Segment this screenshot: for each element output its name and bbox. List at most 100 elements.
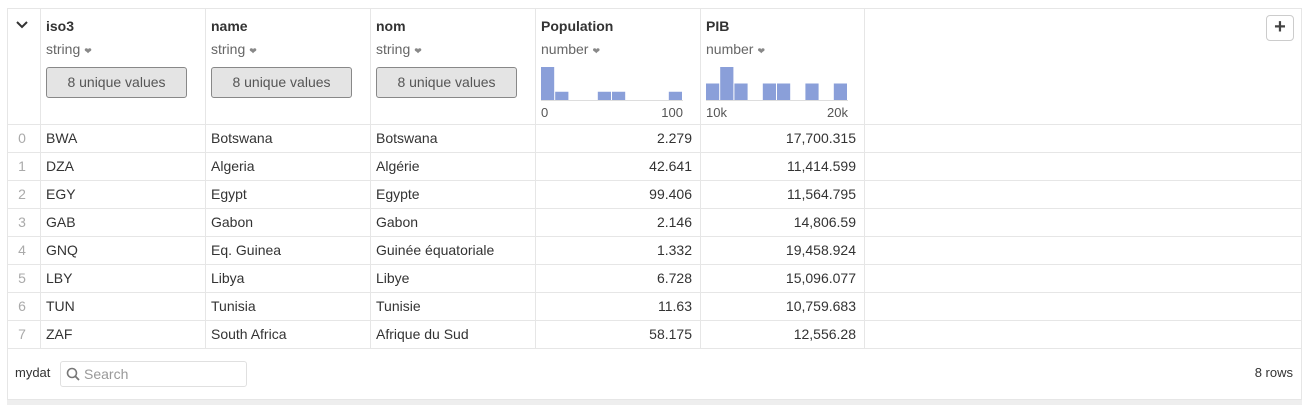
column-name: iso3: [46, 18, 75, 34]
histogram-bar: [555, 91, 569, 100]
histogram-tick-label: 100: [661, 105, 683, 120]
cell: 1.332: [656, 242, 692, 258]
column-type[interactable]: string ❤: [376, 41, 422, 57]
row-count: 8 rows: [1254, 365, 1293, 380]
column-divider: [40, 9, 41, 348]
row-divider: [8, 236, 1301, 237]
row-divider: [8, 208, 1301, 209]
cell: ZAF: [46, 326, 73, 342]
column-divider: [700, 9, 701, 348]
cell: Afrique du Sud: [376, 326, 469, 342]
cell: GAB: [46, 214, 76, 230]
histogram-bar: [720, 67, 734, 100]
summary-button[interactable]: 8 unique values: [46, 67, 187, 98]
cell: BWA: [46, 130, 78, 146]
cell: Libya: [211, 270, 245, 286]
search-placeholder: Search: [84, 366, 129, 382]
row-divider: [8, 152, 1301, 153]
histogram-bar: [805, 83, 819, 100]
cell: Egypte: [376, 186, 420, 202]
summary-button[interactable]: 8 unique values: [376, 67, 517, 98]
column-divider: [205, 9, 206, 348]
type-caret: ❤: [414, 46, 422, 56]
cell: Gabon: [211, 214, 254, 230]
row-index: 4: [18, 242, 26, 258]
summary-button[interactable]: 8 unique values: [211, 67, 352, 98]
cell: DZA: [46, 158, 74, 174]
search-box[interactable]: Search: [60, 361, 247, 387]
row-divider: [8, 348, 1301, 349]
column-divider: [864, 9, 865, 348]
cell: 10,759.683: [785, 298, 856, 314]
histogram-bar: [706, 83, 720, 100]
histogram-bar: [833, 83, 847, 100]
cell: 6.728: [656, 270, 692, 286]
cell: 11,564.795: [786, 186, 856, 202]
row-index: 1: [18, 158, 26, 174]
histogram-bar: [541, 67, 555, 100]
column-type[interactable]: string ❤: [46, 41, 92, 57]
table-frame: [7, 8, 1302, 400]
cell: 42.641: [649, 158, 692, 174]
histogram-bar: [762, 83, 776, 100]
cell: LBY: [46, 270, 73, 286]
cell: GNQ: [46, 242, 78, 258]
row-index: 5: [18, 270, 26, 286]
column-type[interactable]: string ❤: [211, 41, 257, 57]
add-column-button[interactable]: +: [1266, 15, 1294, 41]
histogram-bar: [777, 83, 791, 100]
cell: 2.279: [656, 130, 692, 146]
cell: South Africa: [211, 326, 287, 342]
column-type[interactable]: number ❤: [541, 41, 601, 57]
histogram: 10k 20k: [706, 67, 848, 120]
row-divider: [8, 292, 1301, 293]
histogram-tick-label: 10k: [706, 105, 727, 120]
column-name: PIB: [706, 18, 730, 34]
row-index: 0: [18, 130, 26, 146]
search-icon: [66, 367, 80, 381]
column-name: name: [211, 18, 248, 34]
cell: 11.63: [658, 298, 692, 314]
column-divider: [370, 9, 371, 348]
row-index: 2: [18, 186, 26, 202]
histogram-bar: [668, 91, 682, 100]
cell: 19,458.924: [785, 242, 856, 258]
column-name: Population: [541, 18, 614, 34]
column-divider: [535, 9, 536, 348]
cell: Algérie: [376, 158, 420, 174]
collapse-icon[interactable]: [14, 18, 30, 32]
type-caret: ❤: [249, 46, 257, 56]
histogram: 0 100: [541, 67, 683, 120]
type-caret: ❤: [757, 46, 766, 56]
cell: Eq. Guinea: [211, 242, 282, 258]
cell: EGY: [46, 186, 76, 202]
bottom-band: [7, 400, 1302, 405]
cell: 11,414.599: [786, 158, 856, 174]
row-index: 6: [18, 298, 26, 314]
histogram-bar: [597, 91, 611, 100]
cell: 15,096.077: [785, 270, 856, 286]
histogram-tick-label: 0: [541, 105, 548, 120]
cell: Tunisie: [376, 298, 421, 314]
type-caret: ❤: [592, 46, 601, 56]
cell: 12,556.28: [793, 326, 856, 342]
row-divider: [8, 180, 1301, 181]
cell: Botswana: [376, 130, 438, 146]
cell: 2.146: [656, 214, 692, 230]
row-index: 7: [18, 326, 26, 342]
row-index: 3: [18, 214, 26, 230]
cell: 14,806.59: [793, 214, 856, 230]
cell: Algeria: [211, 158, 255, 174]
cell: Libye: [376, 270, 410, 286]
row-divider: [8, 320, 1301, 321]
column-type[interactable]: number ❤: [706, 41, 766, 57]
type-caret: ❤: [84, 46, 92, 56]
cell: TUN: [46, 298, 75, 314]
cell: 58.175: [649, 326, 692, 342]
cell: Egypt: [211, 186, 247, 202]
cell: Gabon: [376, 214, 419, 230]
table-name: mydat: [15, 365, 51, 380]
row-divider: [8, 264, 1301, 265]
histogram-tick-label: 20k: [827, 105, 848, 120]
